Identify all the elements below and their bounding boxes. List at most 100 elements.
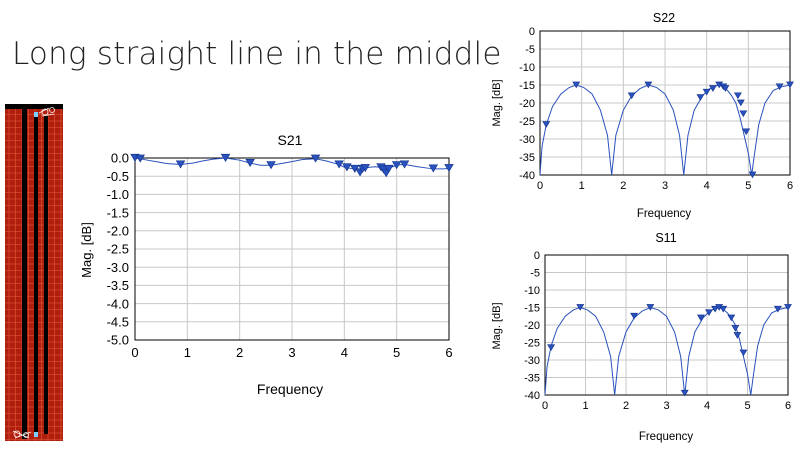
plot-frame — [134, 157, 450, 341]
data-marker — [135, 154, 145, 163]
plot-area: 0 1 2 3 4 5 6 0 -5 -10 -15 -20 -25 -30 -35 -40 — [524, 250, 792, 412]
x-tick-label: 5 — [393, 345, 400, 360]
data-marker — [773, 305, 782, 313]
y-tick-label: -2.0 — [107, 223, 129, 238]
x-tick-label: 1 — [184, 345, 191, 360]
data-marker — [705, 309, 713, 317]
x-tick-label: 0 — [537, 180, 543, 192]
data-marker — [245, 159, 255, 168]
x-axis-label: Frequency — [639, 431, 694, 443]
series-line — [134, 157, 450, 170]
y-axis-label: Mag. [dB] — [491, 302, 503, 349]
data-marker — [733, 332, 742, 339]
data-marker — [391, 161, 402, 170]
data-marker — [572, 81, 581, 89]
y-tick-label: -40 — [519, 170, 535, 182]
y-tick-label: -35 — [519, 152, 535, 164]
data-marker — [697, 314, 705, 322]
y-axis-label: Mag. [dB] — [79, 222, 94, 278]
data-marker — [680, 389, 689, 397]
y-tick-label: 0.0 — [111, 151, 129, 166]
x-tick-label: 2 — [620, 180, 626, 192]
x-tick-label: 5 — [744, 400, 750, 412]
y-axis-label: Mag. [dB] — [491, 79, 503, 126]
y-tick-label: -30 — [524, 355, 540, 367]
data-marker — [702, 88, 711, 96]
plot-frame — [539, 30, 791, 176]
y-tick-label: -0.5 — [107, 169, 129, 184]
x-tick-label: 1 — [579, 180, 585, 192]
x-tick-label: 6 — [785, 400, 791, 412]
x-tick-label: 2 — [623, 400, 629, 412]
x-tick-label: 1 — [582, 400, 588, 412]
y-tick-label: -35 — [524, 372, 540, 384]
y-tick-label: -4.5 — [107, 314, 129, 329]
y-tick-label: -20 — [524, 320, 540, 332]
data-marker — [721, 85, 730, 92]
x-axis-label: Frequency — [257, 381, 323, 397]
data-marker — [786, 81, 794, 89]
y-tick-label: -1.5 — [107, 205, 129, 220]
plot-area: 0 1 2 3 4 5 6 0 -5 -10 -15 -20 -25 -30 -35 -40 — [519, 26, 794, 192]
x-tick-label: 4 — [704, 180, 710, 192]
data-marker — [266, 161, 276, 170]
data-marker — [784, 304, 792, 311]
y-tick-label: -15 — [524, 302, 540, 314]
s22-chart: S22 0 1 2 3 4 5 6 0 -5 -10 -15 -20 -25 -30 -35 -40 Freq… — [491, 11, 794, 220]
y-tick-label: -4.0 — [107, 296, 129, 311]
s11-chart: S11 0 1 2 3 4 5 6 0 -5 -10 -15 -20 -25 -30 -35 -40 Freq… — [491, 231, 792, 443]
y-tick-label: -5 — [530, 267, 540, 279]
y-tick-label: -10 — [519, 62, 535, 74]
series-line — [544, 306, 789, 396]
data-marker — [220, 153, 231, 162]
x-tick-label: 0 — [542, 400, 548, 412]
chart-title: S11 — [655, 231, 676, 245]
data-marker — [547, 344, 556, 352]
data-marker — [739, 110, 748, 118]
data-marker — [310, 154, 321, 163]
data-marker — [542, 121, 551, 128]
data-marker — [731, 325, 740, 332]
data-marker — [644, 81, 653, 89]
y-tick-label: -30 — [519, 134, 535, 146]
top-port — [34, 112, 38, 117]
data-marker — [630, 312, 639, 320]
y-tick-label: -5 — [525, 44, 535, 56]
top-right-via — [38, 107, 55, 117]
y-tick-label: -15 — [519, 80, 535, 92]
y-tick-label: -40 — [524, 390, 540, 402]
y-tick-label: 0 — [529, 26, 535, 38]
left-trace — [22, 109, 27, 439]
x-tick-label: 4 — [704, 400, 710, 412]
data-marker — [736, 99, 745, 107]
series-line — [539, 84, 791, 176]
x-tick-label: 3 — [288, 345, 295, 360]
x-tick-label: 0 — [131, 345, 138, 360]
y-tick-label: -25 — [519, 116, 535, 128]
y-tick-label: -3.5 — [107, 278, 129, 293]
x-tick-label: 2 — [236, 345, 243, 360]
data-marker — [360, 164, 370, 173]
y-tick-label: -20 — [519, 98, 535, 110]
x-tick-label: 3 — [663, 400, 669, 412]
data-marker — [727, 314, 736, 322]
x-tick-label: 4 — [341, 345, 348, 360]
data-marker — [399, 160, 410, 169]
y-tick-label: -2.5 — [107, 242, 129, 257]
y-tick-label: -25 — [524, 337, 540, 349]
y-tick-label: -10 — [524, 285, 540, 297]
data-marker — [334, 160, 344, 169]
x-tick-label: 5 — [745, 180, 751, 192]
data-marker — [739, 349, 748, 357]
plot-area: 0 1 2 3 4 5 6 0.0 -0.5 -1.0 -1.5 -2.0 -2.5 -3.0 -3.5 -4… — [107, 151, 454, 360]
data-marker — [627, 92, 636, 100]
s21-chart: S21 0 1 2 3 4 5 6 0.0 -0.5 -1.0 -1.5 -2.0 -2.5 -3.0 -3… — [79, 132, 454, 397]
data-marker — [733, 92, 742, 100]
data-marker — [748, 171, 757, 179]
x-tick-label: 6 — [787, 180, 793, 192]
data-marker — [646, 304, 655, 311]
data-marker — [711, 305, 720, 313]
data-marker — [444, 164, 454, 173]
data-marker — [384, 164, 394, 173]
data-marker — [342, 163, 352, 172]
